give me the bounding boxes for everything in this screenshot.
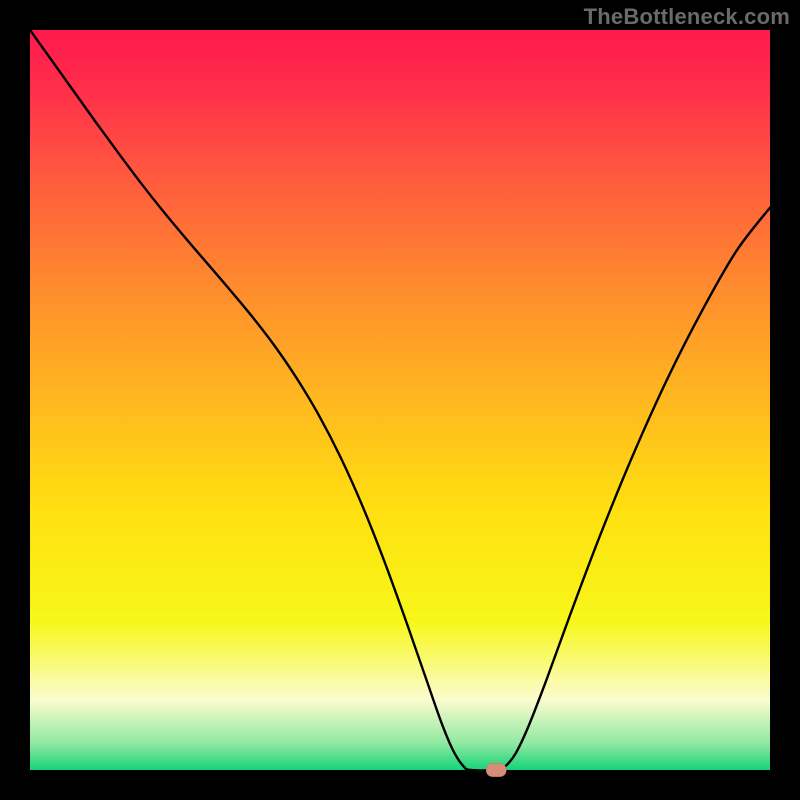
watermark-text: TheBottleneck.com (584, 4, 790, 30)
plot-background (30, 30, 770, 770)
chart-container: TheBottleneck.com (0, 0, 800, 800)
optimal-marker (486, 763, 506, 776)
bottleneck-chart (0, 0, 800, 800)
